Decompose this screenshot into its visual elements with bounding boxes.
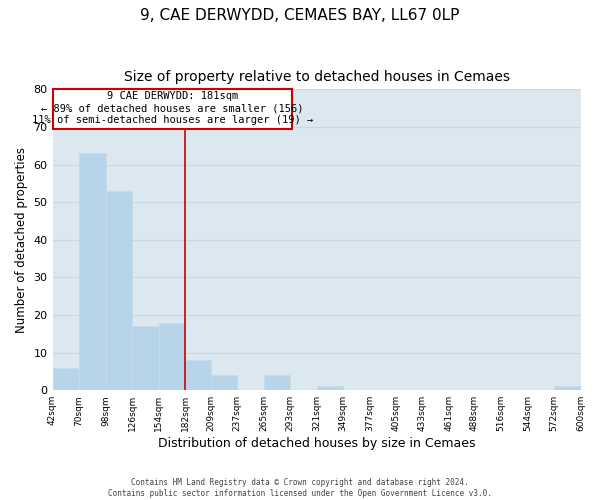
- Title: Size of property relative to detached houses in Cemaes: Size of property relative to detached ho…: [124, 70, 509, 84]
- Bar: [554, 386, 581, 390]
- Y-axis label: Number of detached properties: Number of detached properties: [15, 147, 28, 333]
- Text: Contains HM Land Registry data © Crown copyright and database right 2024.
Contai: Contains HM Land Registry data © Crown c…: [108, 478, 492, 498]
- Bar: [317, 386, 343, 390]
- Text: 9 CAE DERWYDD: 181sqm: 9 CAE DERWYDD: 181sqm: [107, 91, 238, 101]
- X-axis label: Distribution of detached houses by size in Cemaes: Distribution of detached houses by size …: [158, 437, 475, 450]
- Text: 11% of semi-detached houses are larger (19) →: 11% of semi-detached houses are larger (…: [32, 115, 313, 125]
- Bar: [158, 322, 185, 390]
- Text: ← 89% of detached houses are smaller (156): ← 89% of detached houses are smaller (15…: [41, 103, 304, 113]
- Text: 9, CAE DERWYDD, CEMAES BAY, LL67 0LP: 9, CAE DERWYDD, CEMAES BAY, LL67 0LP: [140, 8, 460, 22]
- Bar: [132, 326, 158, 390]
- Bar: [185, 360, 211, 390]
- Bar: [79, 154, 106, 390]
- Bar: [211, 375, 237, 390]
- Bar: [106, 191, 132, 390]
- Bar: [53, 368, 79, 390]
- Bar: [263, 375, 290, 390]
- FancyBboxPatch shape: [53, 90, 292, 129]
